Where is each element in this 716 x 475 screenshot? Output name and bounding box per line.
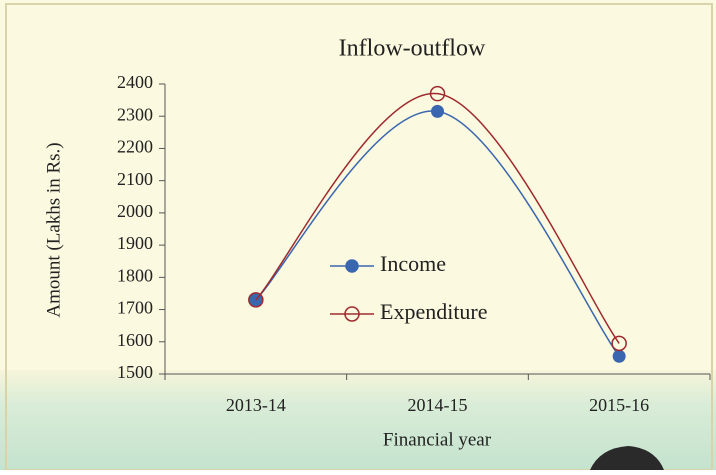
y-tick-label: 2200 xyxy=(117,137,153,157)
x-tick-label: 2013-14 xyxy=(226,395,286,415)
point-marker xyxy=(432,105,444,117)
page: Inflow-outflow Financial year Amount (La… xyxy=(0,0,716,470)
legend-label: Income xyxy=(380,251,446,276)
y-tick-label: 1800 xyxy=(117,265,153,285)
x-tick-label: 2014-15 xyxy=(408,395,468,415)
chart: Inflow-outflow Financial year Amount (La… xyxy=(0,0,716,470)
y-axis-label: Amount (Lakhs in Rs.) xyxy=(43,142,64,317)
legend-label: Expenditure xyxy=(380,299,488,324)
y-tick-label: 1700 xyxy=(117,298,153,318)
x-axis-label: Financial year xyxy=(383,429,492,450)
y-tick-label: 2400 xyxy=(117,72,153,92)
y-tick-label: 2300 xyxy=(117,104,153,124)
y-tick-label: 1600 xyxy=(117,330,153,350)
chart-title: Inflow-outflow xyxy=(339,36,486,62)
point-marker xyxy=(613,350,625,362)
legend-marker xyxy=(346,260,358,272)
y-tick-label: 2100 xyxy=(117,169,153,189)
x-tick-label: 2015-16 xyxy=(589,395,649,415)
y-tick-label: 1900 xyxy=(117,233,153,253)
y-tick-label: 1500 xyxy=(117,362,153,382)
y-tick-label: 2000 xyxy=(117,201,153,221)
